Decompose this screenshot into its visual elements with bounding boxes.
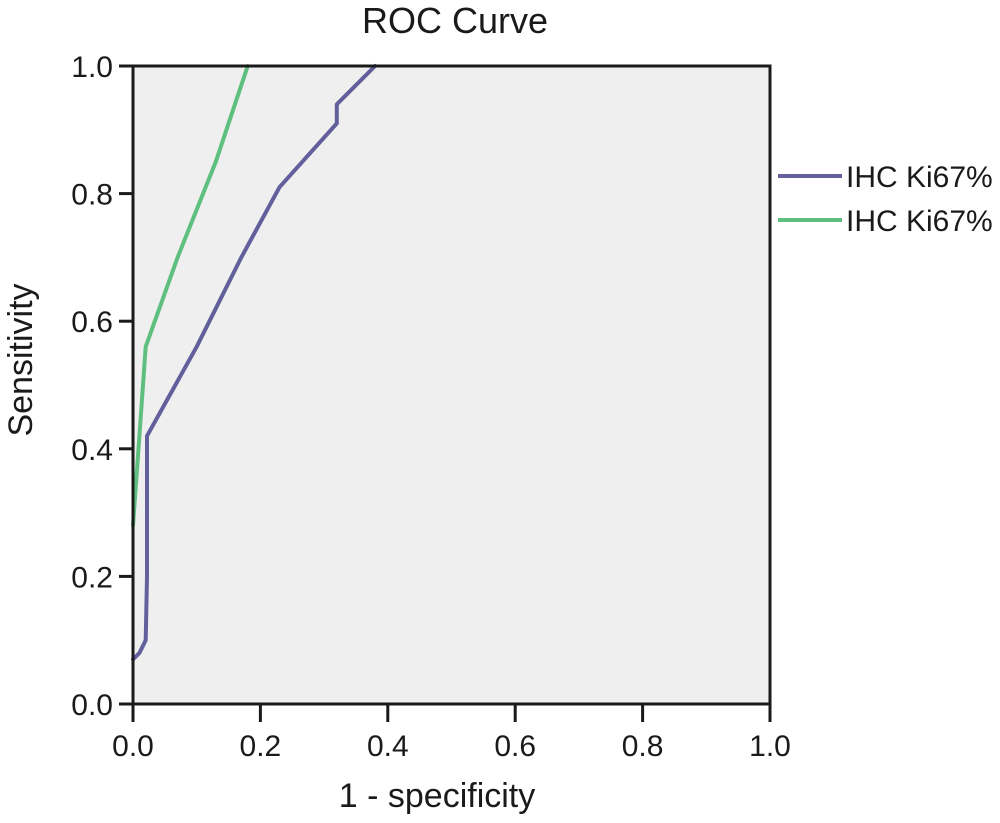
legend-label-2: IHC Ki67% <box>846 205 993 238</box>
legend-label-1: IHC Ki67% <box>846 161 993 194</box>
series-line-2 <box>131 64 250 528</box>
x-tick-label: 1.0 <box>749 730 791 763</box>
plot-area <box>133 66 770 704</box>
x-axis-label: 1 - specificity <box>339 777 536 815</box>
y-axis-ticks: 0.0 0.2 0.4 0.6 0.8 1.0 <box>71 51 133 722</box>
x-tick-label: 0.8 <box>622 730 664 763</box>
legend: IHC Ki67% IHC Ki67% <box>778 161 993 238</box>
x-tick-label: 0.6 <box>494 730 536 763</box>
y-tick-label: 0.2 <box>71 561 113 594</box>
y-tick-label: 0.6 <box>71 306 113 339</box>
y-axis-label: Sensitivity <box>2 283 40 436</box>
x-axis-ticks: 0.0 0.2 0.4 0.6 0.8 1.0 <box>112 704 791 763</box>
x-tick-label: 0.0 <box>112 730 154 763</box>
series-line-1 <box>131 64 378 662</box>
chart-title: ROC Curve <box>362 0 548 41</box>
series-lines <box>131 64 378 662</box>
y-tick-label: 0.4 <box>71 434 113 467</box>
plot-border <box>131 64 772 706</box>
x-tick-label: 0.4 <box>367 730 409 763</box>
y-tick-label: 1.0 <box>71 51 113 84</box>
x-tick-label: 0.2 <box>240 730 282 763</box>
y-tick-label: 0.8 <box>71 179 113 212</box>
y-tick-label: 0.0 <box>71 689 113 722</box>
